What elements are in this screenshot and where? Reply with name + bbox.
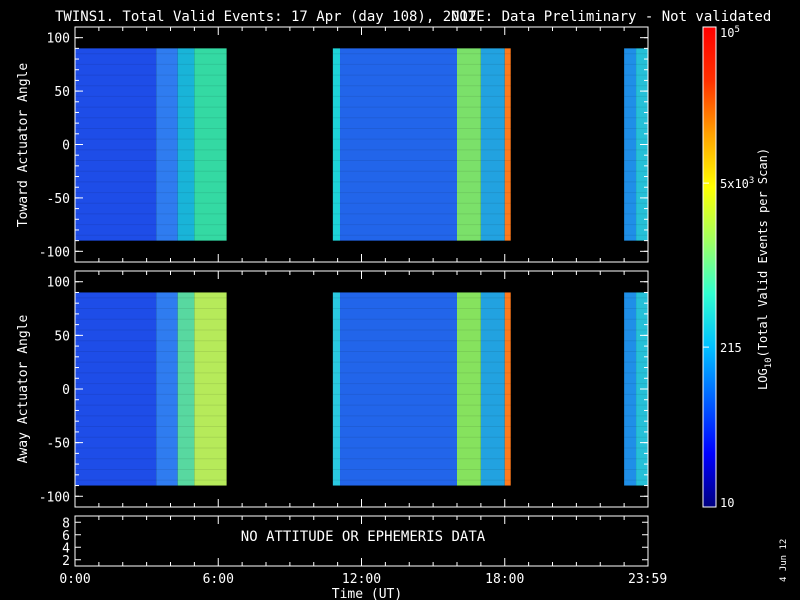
heatmap-band xyxy=(480,48,505,241)
colorbar-label: LOG10(Total Valid Events per Scan) xyxy=(756,148,774,390)
heatmap-band xyxy=(480,292,505,486)
colorbar-gradient xyxy=(703,27,716,507)
preliminary-note: NOTE: Data Preliminary - Not validated xyxy=(451,9,771,25)
colorbar-tick-label: 10 xyxy=(720,496,734,510)
y-tick-label: -100 xyxy=(39,490,70,505)
bottom-y-tick-label: 8 xyxy=(62,516,70,531)
top-y-axis-label: Toward Actuator Angle xyxy=(16,63,31,228)
y-tick-label: 100 xyxy=(47,276,70,291)
bottom-y-tick-label: 4 xyxy=(62,541,70,556)
bottom-y-tick-label: 6 xyxy=(62,529,70,544)
heatmap-band xyxy=(156,48,178,241)
heatmap-band xyxy=(177,48,195,241)
heatmap-band xyxy=(457,292,481,486)
heatmap-band xyxy=(156,292,178,486)
heatmap-band xyxy=(624,48,637,241)
x-tick-labels: 0:00 6:00 12:00 18:00 23:59 xyxy=(59,572,667,587)
x-axis-label: Time (UT) xyxy=(332,587,402,600)
y-tick-label: 50 xyxy=(54,85,70,100)
colorbar-frame xyxy=(702,26,717,508)
x-tick-label: 18:00 xyxy=(485,572,524,587)
y-tick-label: 0 xyxy=(62,139,70,154)
heatmap-band xyxy=(177,292,195,486)
top-y-axis: 100 50 0 -50 -100 xyxy=(39,32,648,260)
heatmap-band xyxy=(340,48,457,241)
date-stamp: 4 Jun 12 xyxy=(779,539,789,582)
heatmap-band xyxy=(504,48,511,241)
heatmap-band xyxy=(457,48,481,241)
colorbar-ticks: 10 215 5x103 105 xyxy=(703,25,754,510)
heatmap-band xyxy=(332,292,341,486)
heatmap-band xyxy=(75,292,157,486)
colorbar-tick-label: 215 xyxy=(720,341,742,355)
middle-y-axis: 100 50 0 -50 -100 xyxy=(39,276,648,505)
y-tick-label: 50 xyxy=(54,329,70,344)
colorbar: 10 215 5x103 105 LOG10(Total Valid Events p… xyxy=(702,25,774,510)
colorbar-tick-label: 5x103 xyxy=(720,176,754,191)
y-tick-label: -50 xyxy=(47,437,70,452)
heatmap-band xyxy=(624,292,637,486)
x-tick-label: 23:59 xyxy=(628,572,667,587)
chart-title: TWINS1. Total Valid Events: 17 Apr (day … xyxy=(55,9,476,25)
middle-panel: 100 50 0 -50 -100 Away Actuator Angle xyxy=(16,270,649,508)
middle-heatmap xyxy=(75,292,648,486)
x-tick-label: 6:00 xyxy=(203,572,234,587)
x-tick-label: 0:00 xyxy=(59,572,90,587)
bottom-x-ticks xyxy=(74,516,649,566)
heatmap-band xyxy=(504,292,511,486)
middle-x-ticks xyxy=(74,271,649,507)
heatmap-band xyxy=(194,48,227,241)
y-tick-label: -50 xyxy=(47,192,70,207)
y-tick-label: -100 xyxy=(39,245,70,260)
colorbar-tick-label: 105 xyxy=(720,25,740,40)
x-tick-label: 12:00 xyxy=(342,572,381,587)
y-tick-label: 0 xyxy=(62,383,70,398)
heatmap-band xyxy=(332,48,341,241)
top-panel: 100 50 0 -50 -100 Toward Actuator Angle xyxy=(16,26,649,263)
y-tick-label: 100 xyxy=(47,32,70,47)
middle-y-axis-label: Away Actuator Angle xyxy=(16,314,31,463)
heatmap-band xyxy=(75,48,157,241)
heatmap-band xyxy=(340,292,457,486)
heatmap-band xyxy=(194,292,227,486)
top-x-ticks xyxy=(74,27,649,262)
no-data-message: NO ATTITUDE OR EPHEMERIS DATA xyxy=(241,529,486,545)
top-heatmap xyxy=(75,48,648,241)
bottom-y-tick-label: 2 xyxy=(62,554,70,569)
